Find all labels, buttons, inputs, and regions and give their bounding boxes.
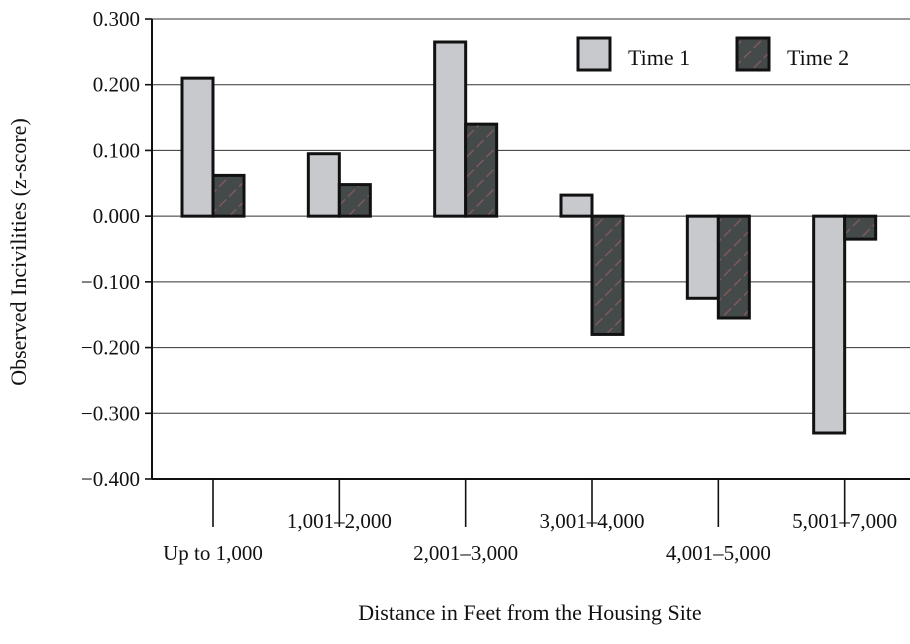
bar-time1-2 bbox=[433, 40, 468, 218]
bar-hatch bbox=[719, 217, 748, 317]
y-tick-label: 0.200 bbox=[93, 73, 140, 97]
y-tick-label: −0.100 bbox=[81, 270, 140, 294]
x-category-label: Up to 1,000 bbox=[163, 541, 263, 565]
y-tick-label: 0.000 bbox=[93, 204, 140, 228]
legend-label-1: Time 1 bbox=[628, 45, 690, 70]
bar-time1-3 bbox=[559, 193, 594, 218]
x-category-label: 2,001–3,000 bbox=[413, 541, 518, 565]
legend: Time 1 Time 2 bbox=[576, 36, 849, 72]
x-axis-title: Distance in Feet from the Housing Site bbox=[358, 600, 701, 625]
bar-time1-4 bbox=[685, 214, 720, 300]
y-tick-label: 0.300 bbox=[93, 7, 140, 31]
bar-hatch bbox=[593, 217, 622, 333]
y-tick-label: −0.200 bbox=[81, 336, 140, 360]
bars bbox=[180, 40, 878, 435]
bar-hatch bbox=[214, 176, 243, 215]
y-tick-label: 0.100 bbox=[93, 138, 140, 162]
x-category-label: 4,001–5,000 bbox=[666, 541, 771, 565]
bar-time1-5 bbox=[812, 214, 847, 435]
legend-swatch-1 bbox=[576, 36, 612, 72]
bar-hatch bbox=[846, 217, 875, 238]
bar-time1-0 bbox=[180, 76, 215, 218]
x-category-label: 3,001–4,000 bbox=[540, 509, 645, 533]
legend-label-2: Time 2 bbox=[787, 45, 849, 70]
bar-time1-1 bbox=[306, 152, 341, 218]
y-tick-label: −0.400 bbox=[81, 467, 140, 491]
y-axis-title: Observed Incivilities (z-score) bbox=[6, 118, 31, 386]
gridlines bbox=[152, 18, 910, 414]
bar-hatch bbox=[340, 186, 369, 215]
bar-hatch bbox=[467, 125, 496, 215]
axes: 0.300 0.200 0.100 0.000 −0.100 −0.200 −0.300 −0… bbox=[81, 7, 910, 565]
y-tick-label: −0.300 bbox=[81, 401, 140, 425]
x-category-label: 5,001–7,000 bbox=[792, 509, 897, 533]
x-category-label: 1,001–2,000 bbox=[287, 509, 392, 533]
legend-swatch-hatch bbox=[738, 39, 768, 69]
